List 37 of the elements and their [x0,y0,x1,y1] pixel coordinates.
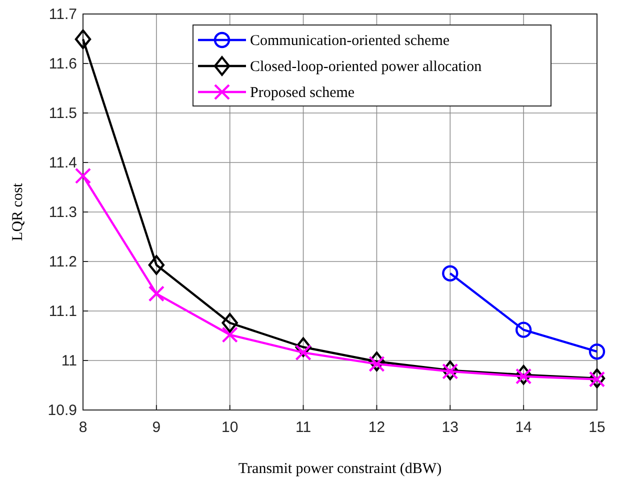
x-tick-label: 14 [515,419,532,436]
y-tick-label: 11.7 [48,6,77,23]
y-tick-label: 11.5 [48,105,77,122]
point [515,368,532,384]
point [222,326,238,343]
x-tick-label: 13 [442,419,458,436]
point [588,344,606,360]
y-tick-label: 10.9 [48,402,77,419]
point [588,368,606,388]
y-tick-label: 11.4 [48,154,77,172]
point [148,286,165,302]
point [222,313,238,333]
y-tick-label: 11.2 [48,254,77,270]
x-tick-label: 9 [152,419,161,436]
legend-label: Proposed scheme [250,85,355,101]
point [74,168,92,184]
x-tick-label: 15 [588,419,606,436]
point [74,29,92,50]
x-axis-title: Transmit power constraint (dBW) [238,461,442,477]
point [515,365,532,385]
point [295,337,312,357]
x-tick-label: 8 [78,419,88,436]
x-tick-label: 12 [368,419,386,436]
x-tick-label: 10 [222,419,238,436]
point [515,322,532,338]
legend-label: Closed-loop-oriented power allocation [250,59,482,75]
y-tick-label: 11.1 [48,303,77,320]
point [588,371,606,388]
point [368,352,385,372]
point [442,265,458,282]
y-tick-label: 11.6 [48,56,77,72]
legend-label: Communication-oriented scheme [250,33,450,49]
y-tick-label: 11 [61,352,77,370]
x-tick-label: 11 [295,419,312,436]
point [148,255,165,275]
y-axis-title: LQR cost [10,182,26,241]
y-tick-label: 11.3 [48,204,77,221]
